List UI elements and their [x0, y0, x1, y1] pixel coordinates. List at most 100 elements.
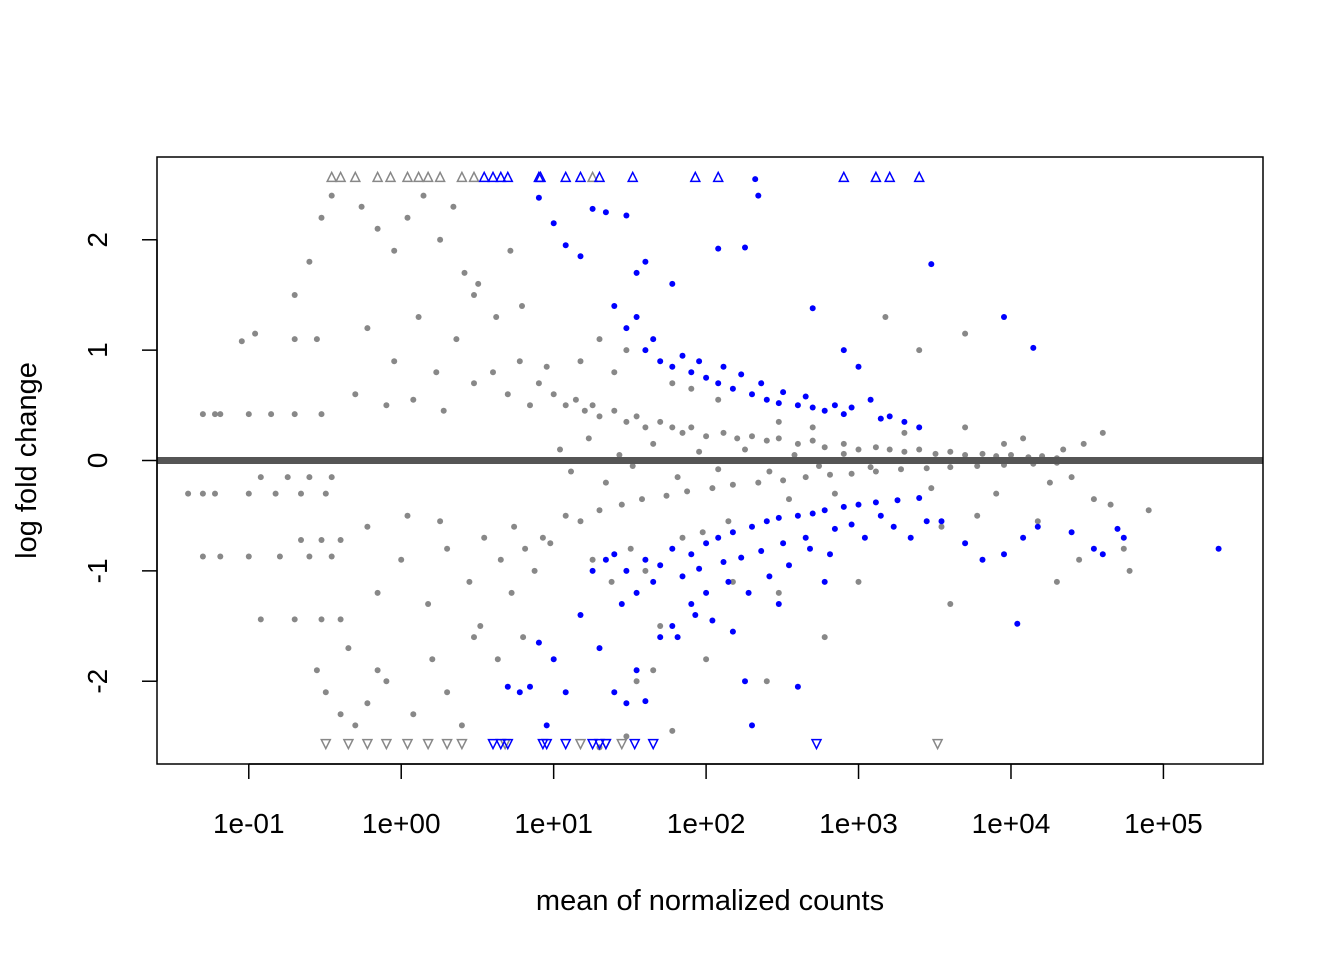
- data-point: [608, 578, 615, 585]
- data-point: [450, 203, 457, 210]
- data-point: [298, 537, 304, 543]
- data-point: [755, 479, 762, 486]
- data-point: [494, 656, 501, 663]
- data-point: [780, 389, 787, 396]
- data-point: [539, 534, 546, 541]
- data-point: [364, 523, 371, 530]
- data-point: [742, 244, 748, 251]
- data-point: [577, 358, 584, 365]
- data-point: [1014, 620, 1021, 627]
- data-point: [848, 470, 855, 477]
- data-point: [618, 501, 625, 508]
- censored-down-marker: [593, 738, 606, 751]
- data-point: [527, 402, 533, 409]
- data-point: [623, 418, 630, 425]
- data-point: [1068, 529, 1075, 536]
- data-point: [623, 567, 630, 574]
- censored-down-marker: [628, 738, 641, 751]
- data-point: [1080, 440, 1087, 447]
- data-point: [725, 518, 732, 525]
- data-point: [729, 628, 736, 635]
- data-point: [562, 242, 569, 249]
- censored-down-marker: [540, 738, 553, 751]
- data-point: [650, 336, 657, 343]
- data-point: [572, 396, 579, 403]
- data-point: [623, 700, 630, 707]
- data-point: [535, 380, 542, 387]
- data-point: [633, 413, 640, 420]
- censored-up-marker: [559, 170, 572, 183]
- data-point: [775, 435, 782, 442]
- data-point: [703, 540, 710, 547]
- data-point: [504, 683, 511, 690]
- data-point: [602, 556, 609, 563]
- data-point: [775, 601, 782, 607]
- censored-down-marker: [495, 738, 507, 751]
- data-point: [272, 490, 279, 497]
- data-point: [268, 411, 275, 418]
- data-point: [466, 578, 473, 585]
- data-point: [821, 634, 828, 641]
- data-point: [657, 358, 664, 365]
- data-point: [596, 336, 603, 343]
- data-point: [901, 418, 908, 425]
- censored-down-marker: [401, 738, 414, 751]
- data-point: [257, 474, 264, 481]
- data-point: [589, 205, 596, 212]
- data-point: [1008, 452, 1014, 458]
- data-point: [410, 711, 417, 718]
- data-point: [1034, 518, 1041, 525]
- y-axis: -2 -1 0 1 2: [82, 232, 158, 694]
- censored-down-marker: [422, 738, 434, 751]
- data-point: [877, 415, 884, 422]
- data-point: [855, 363, 862, 370]
- data-point: [679, 534, 686, 541]
- data-point: [1034, 523, 1041, 530]
- data-point: [585, 435, 592, 442]
- censored-up-marker: [626, 170, 639, 183]
- data-point: [763, 437, 770, 444]
- x-tick-label: 1e-01: [213, 808, 285, 839]
- data-point: [453, 336, 460, 343]
- data-point: [809, 404, 816, 411]
- data-point: [688, 424, 695, 431]
- data-point: [444, 689, 451, 696]
- data-point: [391, 247, 398, 254]
- data-point: [364, 325, 371, 332]
- data-point: [855, 446, 862, 453]
- data-point: [1076, 556, 1083, 563]
- data-point: [962, 452, 969, 458]
- data-point: [633, 269, 640, 276]
- data-point: [886, 446, 893, 453]
- censored-up-marker: [712, 170, 724, 183]
- x-axis-title: mean of normalized counts: [536, 885, 884, 917]
- data-point: [725, 578, 732, 585]
- censored-up-marker: [468, 170, 480, 183]
- censored-down-marker: [502, 738, 514, 751]
- data-point: [562, 689, 569, 696]
- data-point: [669, 280, 676, 287]
- data-point: [720, 363, 727, 370]
- data-point: [1001, 440, 1007, 447]
- data-point: [679, 429, 686, 436]
- data-point: [821, 444, 828, 451]
- data-point: [715, 245, 722, 252]
- censored-up-marker: [586, 170, 599, 183]
- data-point: [642, 556, 649, 563]
- data-point: [867, 396, 874, 403]
- data-point: [766, 573, 773, 580]
- data-point: [642, 424, 649, 431]
- data-point: [703, 589, 710, 596]
- data-point: [398, 556, 405, 563]
- data-point: [415, 314, 422, 320]
- data-point: [1001, 314, 1007, 320]
- data-point: [947, 448, 954, 455]
- data-point: [894, 497, 901, 504]
- data-point: [616, 452, 623, 458]
- data-point: [669, 363, 676, 370]
- data-point: [252, 330, 259, 337]
- data-point: [855, 501, 862, 508]
- data-point: [217, 411, 224, 418]
- data-point: [550, 656, 557, 663]
- data-point: [962, 540, 969, 547]
